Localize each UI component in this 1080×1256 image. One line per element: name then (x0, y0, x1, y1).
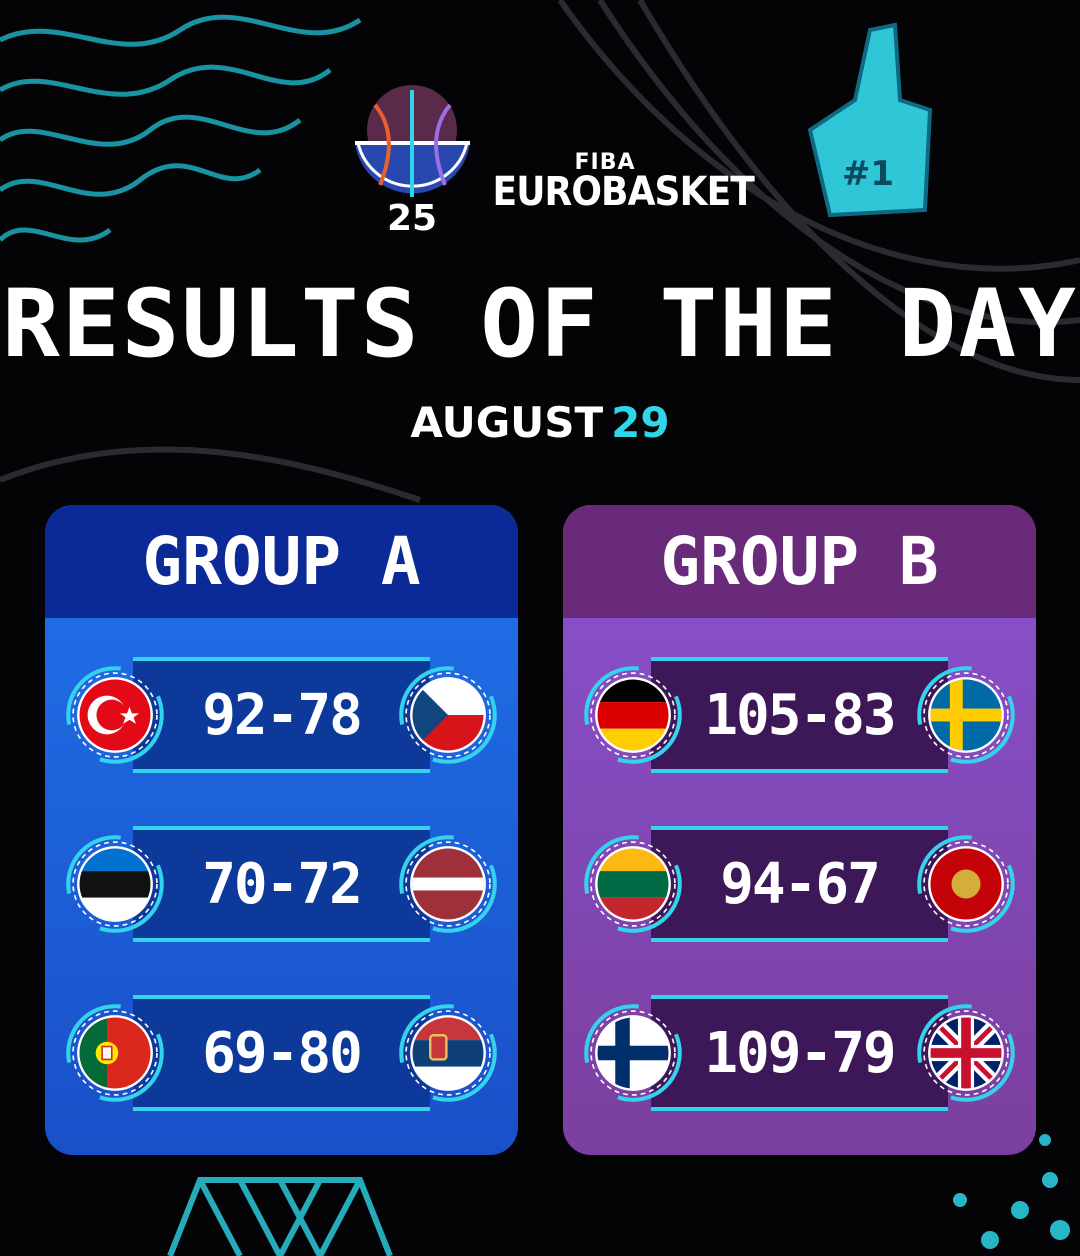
match-row: 70-72 (65, 826, 498, 942)
match-score: 105-83 (704, 682, 896, 748)
flag-great-britain-icon (917, 1004, 1015, 1102)
score-bar (133, 657, 430, 773)
eurobasket-logo: 25 (355, 85, 470, 235)
date: AUGUST 29 (0, 398, 1080, 447)
flag-sweden-icon (917, 666, 1015, 764)
page-title: RESULTS OF THE DAY (2, 270, 1078, 379)
group-title: GROUP B (563, 505, 1036, 618)
flag-finland-icon (584, 1004, 682, 1102)
flag-lithuania-icon (584, 835, 682, 933)
match-score: 109-79 (704, 1020, 896, 1086)
flag-turkey-icon (66, 666, 164, 764)
match-row: 92-78 (65, 657, 498, 773)
match-score: 70-72 (202, 851, 363, 917)
group-title: GROUP A (45, 505, 518, 618)
match-score: 69-80 (202, 1020, 363, 1086)
score-bar (651, 826, 948, 942)
foam-finger-icon: #1 (807, 22, 933, 218)
score-bar (133, 995, 430, 1111)
match-row: 105-83 (583, 657, 1016, 773)
date-day: 29 (611, 398, 670, 447)
flag-portugal-icon (66, 1004, 164, 1102)
flag-montenegro-icon (917, 835, 1015, 933)
match-row: 109-79 (583, 995, 1016, 1111)
match-score: 92-78 (202, 682, 363, 748)
flag-germany-icon (584, 666, 682, 764)
fiba-label: FIBA (574, 150, 636, 175)
brand-wordmark: FIBA EUROBASKET (480, 150, 755, 215)
svg-text:#1: #1 (842, 154, 894, 194)
date-month: AUGUST (410, 398, 604, 447)
flag-serbia-icon (399, 1004, 497, 1102)
match-row: 69-80 (65, 995, 498, 1111)
score-bar (651, 995, 948, 1111)
score-bar (651, 657, 948, 773)
group-card-b: GROUP B 105-83 94-67 109-79 (563, 505, 1036, 1155)
match-row: 94-67 (583, 826, 1016, 942)
match-score: 94-67 (720, 851, 881, 917)
flag-estonia-icon (66, 835, 164, 933)
flag-czechia-icon (399, 666, 497, 764)
score-bar (133, 826, 430, 942)
eurobasket-label: EUROBASKET (492, 169, 755, 215)
svg-text:25: 25 (387, 198, 437, 235)
group-card-a: GROUP A 92-78 70-72 69-80 (45, 505, 518, 1155)
flag-latvia-icon (399, 835, 497, 933)
